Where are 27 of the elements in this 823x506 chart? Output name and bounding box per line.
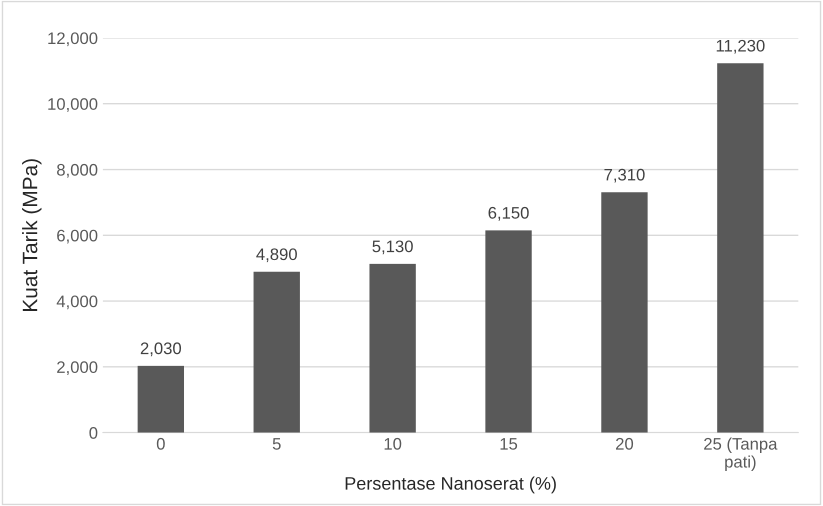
y-tick-label: 0 — [89, 427, 98, 439]
y-axis-title: Kuat Tarik (MPa) — [22, 159, 42, 311]
x-tick-label: 25 (Tanpa pati) — [704, 437, 778, 471]
x-tick-label: 20 — [616, 438, 634, 450]
bar — [138, 366, 184, 433]
x-tick-label: 10 — [384, 438, 402, 450]
x-tick-label: 15 — [500, 438, 518, 450]
bar — [254, 272, 300, 433]
data-label: 4,890 — [256, 248, 297, 262]
x-tick-label: 5 — [272, 438, 281, 450]
bar — [485, 230, 532, 433]
y-tick-label: 12,000 — [48, 32, 98, 46]
y-tick-label: 6,000 — [57, 230, 98, 244]
bar — [369, 264, 416, 433]
x-axis-title: Persentase Nanoserat (%) — [346, 476, 556, 494]
bar — [717, 63, 764, 433]
bar — [601, 192, 648, 433]
data-label: 5,130 — [372, 240, 413, 254]
x-tick-label: 0 — [156, 438, 165, 450]
y-tick-label: 4,000 — [56, 295, 98, 310]
y-tick-label: 2,000 — [57, 361, 98, 376]
data-label: 11,230 — [716, 40, 765, 54]
y-tick-label: 8,000 — [57, 164, 98, 178]
data-label: 2,030 — [140, 342, 182, 356]
data-label: 7,310 — [604, 168, 645, 183]
data-label: 6,150 — [488, 206, 529, 221]
y-tick-label: 10,000 — [48, 98, 98, 112]
